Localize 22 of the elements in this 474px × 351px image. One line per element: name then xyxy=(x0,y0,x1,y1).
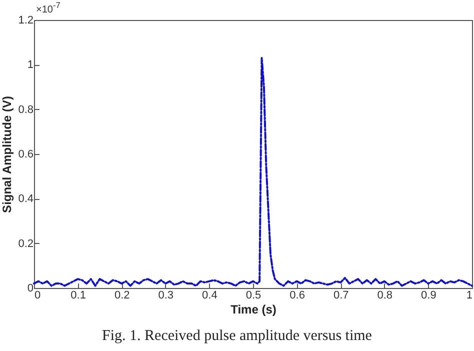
x-tick-label: 0.7 xyxy=(333,290,349,302)
line-series xyxy=(33,56,473,287)
y-tick-label: 0.4 xyxy=(18,193,34,206)
x-tick-label: 0.2 xyxy=(114,290,130,302)
x-axis-title: Time (s) xyxy=(230,302,276,316)
x-tick-label: 0.3 xyxy=(158,290,174,302)
text: ×10$^{-7}$ xyxy=(36,0,60,16)
y-axis-title: Signal Amplitude (V) xyxy=(0,96,14,213)
y-tick-label: 0.6 xyxy=(18,148,34,160)
x-tick-label: 0.1 xyxy=(70,290,86,302)
y-tick-label: 0.8 xyxy=(18,104,34,116)
x-tick-label: 0.6 xyxy=(290,290,305,302)
y-tick-label: 1.2 xyxy=(18,14,34,26)
caption: Fig. 1. Received pulse amplitude versus time xyxy=(101,328,373,345)
x-tick-label: 0 xyxy=(34,290,41,302)
x-tick-label: 0.8 xyxy=(377,290,393,302)
x-tick-label: 0.9 xyxy=(421,290,436,302)
x-tick-label: 0.4 xyxy=(202,290,218,302)
x-tick-label: 1 xyxy=(466,290,472,302)
y-tick-label: 1 xyxy=(27,59,34,72)
y-tick-label: 0.2 xyxy=(18,238,34,250)
x-tick-label: 0.5 xyxy=(246,290,262,302)
